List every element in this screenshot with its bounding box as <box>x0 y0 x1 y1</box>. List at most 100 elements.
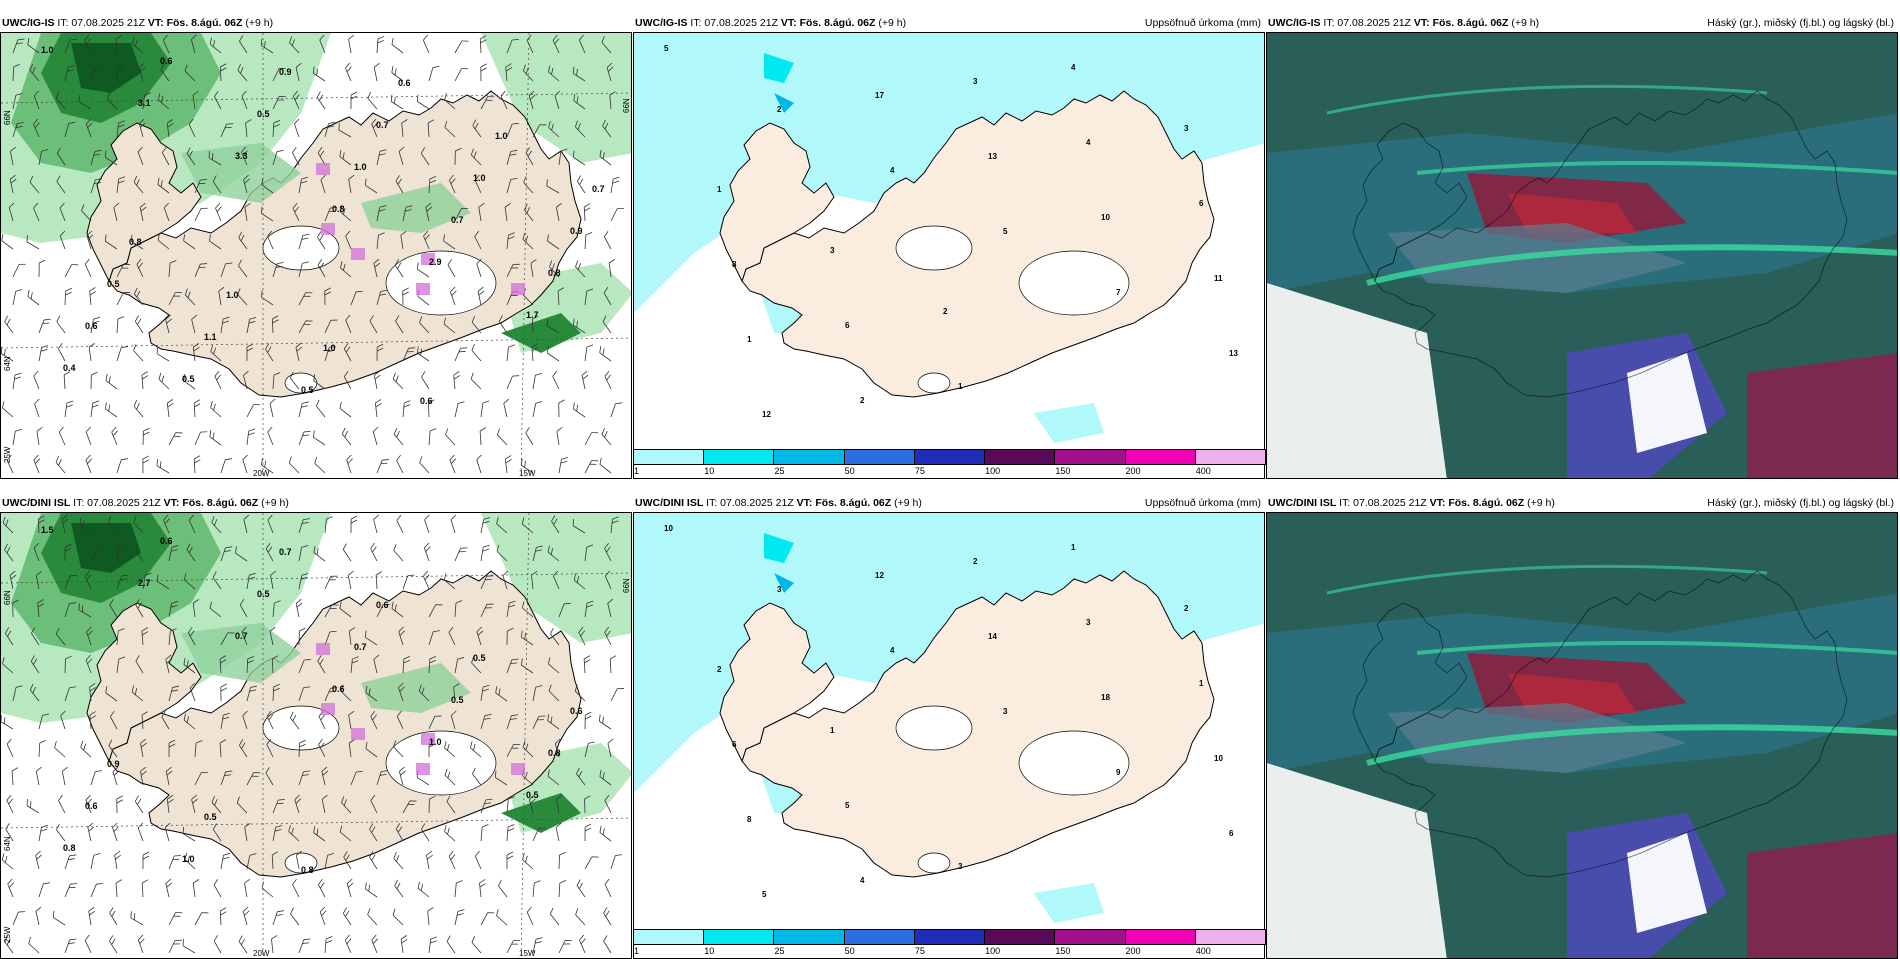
precip-value-label: 2 <box>860 396 865 405</box>
colorbar-tick: 75 <box>915 466 925 476</box>
colorbar-segment <box>1054 929 1125 945</box>
colorbar-segment <box>633 929 704 945</box>
init-time: IT: 07.08.2025 21Z <box>55 17 148 29</box>
map-svg <box>1267 513 1898 959</box>
map-panel-precip-1: UWC/DINI ISL IT: 07.08.2025 21Z VT: Fös.… <box>633 494 1265 959</box>
model-name: UWC/IG-IS <box>2 17 55 29</box>
precip-value-label: 3 <box>973 77 978 86</box>
wind-value-label: 0.6 <box>85 321 98 331</box>
axis-label: 66N <box>3 110 12 125</box>
wind-value-label: 0.5 <box>182 374 195 384</box>
precip-value-label: 8 <box>747 815 752 824</box>
wind-value-label: 0.7 <box>451 215 464 225</box>
colorbar-segment <box>703 449 774 465</box>
precip-value-label: 5 <box>664 44 669 53</box>
wind-value-label: 1.0 <box>41 45 54 55</box>
precip-value-label: 1 <box>958 382 963 391</box>
precip-value-label: 10 <box>1101 213 1110 222</box>
lead-time: (+9 h) <box>258 497 289 509</box>
field-title: Uppsöfnuð úrkoma (mm) <box>1145 14 1261 32</box>
precip-value-label: 3 <box>830 246 835 255</box>
wind-value-label: 0.5 <box>204 812 217 822</box>
lead-time: (+9 h) <box>1524 497 1555 509</box>
wind-value-label: 1.0 <box>323 343 336 353</box>
colorbar-segment <box>1125 929 1196 945</box>
wind-value-label: 0.5 <box>301 385 314 395</box>
axis-label: 66N <box>622 578 631 593</box>
colorbar-tick: 100 <box>985 466 1000 476</box>
precip-value-label: 5 <box>762 890 767 899</box>
precip-value-label: 3 <box>1086 618 1091 627</box>
axis-label: 15W <box>519 469 536 478</box>
axis-label: 64N <box>3 836 12 851</box>
init-time: IT: 07.08.2025 21Z <box>1336 497 1429 509</box>
precip-value-label: 4 <box>1086 138 1091 147</box>
wind-value-label: 1.5 <box>41 525 54 535</box>
colorbar-tick: 75 <box>915 946 925 956</box>
colorbar-segment <box>773 929 844 945</box>
map-frame <box>1266 512 1898 959</box>
wind-value-label: 0.6 <box>160 536 173 546</box>
wind-value-label: 0.6 <box>160 56 173 66</box>
precip-value-label: 2 <box>943 307 948 316</box>
valid-time: VT: Fös. 8.ágú. 06Z <box>797 497 892 509</box>
axis-label: 25W <box>3 926 12 943</box>
model-name: UWC/DINI ISL <box>2 497 70 509</box>
colorbar-segment <box>914 929 985 945</box>
valid-time: VT: Fös. 8.ágú. 06Z <box>1430 497 1525 509</box>
wind-value-label: 0.8 <box>548 748 561 758</box>
colorbar-tick: 100 <box>985 946 1000 956</box>
precip-value-label: 12 <box>875 571 884 580</box>
lead-time: (+9 h) <box>242 17 273 29</box>
panel-header: UWC/IG-IS IT: 07.08.2025 21Z VT: Fös. 8.… <box>1266 14 1898 32</box>
axis-label: 64N <box>3 356 12 371</box>
wind-value-label: 0.5 <box>473 653 486 663</box>
axis-label: 25W <box>3 446 12 463</box>
colorbar-tick: 200 <box>1126 466 1141 476</box>
valid-time: VT: Fös. 8.ágú. 06Z <box>781 17 876 29</box>
colorbar-tick: 10 <box>704 466 714 476</box>
wind-value-label: 0.7 <box>354 642 367 652</box>
wind-value-label: 0.8 <box>301 865 314 875</box>
wind-value-label: 0.6 <box>376 600 389 610</box>
wind-value-label: 0.8 <box>548 268 561 278</box>
precip-value-label: 1 <box>717 185 722 194</box>
field-title: Uppsöfnuð úrkoma (mm) <box>1145 494 1261 512</box>
precip-value-label: 4 <box>860 876 865 885</box>
precip-value-label: 2 <box>717 665 722 674</box>
wind-value-label: 1.0 <box>495 131 508 141</box>
panel-header: UWC/IG-IS IT: 07.08.2025 21Z VT: Fös. 8.… <box>633 14 1265 32</box>
precip-value-label: 4 <box>890 166 895 175</box>
panel-header: UWC/IG-IS IT: 07.08.2025 21Z VT: Fös. 8.… <box>0 14 632 32</box>
colorbar-segment <box>1195 449 1266 465</box>
model-name: UWC/IG-IS <box>635 17 688 29</box>
colorbar-tick: 400 <box>1196 466 1211 476</box>
precip-value-label: 12 <box>762 410 771 419</box>
lead-time: (+9 h) <box>1508 17 1539 29</box>
wind-value-label: 0.4 <box>63 363 76 373</box>
wind-value-label: 0.9 <box>570 226 583 236</box>
precip-value-label: 4 <box>1071 63 1076 72</box>
wind-value-label: 0.6 <box>85 801 98 811</box>
precip-value-label: 1 <box>1071 543 1076 552</box>
precip-value-label: 2 <box>973 557 978 566</box>
wind-value-label: 1.7 <box>526 310 539 320</box>
colorbar-tick: 50 <box>845 946 855 956</box>
panel-title: UWC/IG-IS IT: 07.08.2025 21Z VT: Fös. 8.… <box>635 14 906 32</box>
axis-label: 66N <box>3 590 12 605</box>
colorbar-segment <box>633 449 704 465</box>
precip-value-label: 5 <box>1003 227 1008 236</box>
colorbar-tick: 150 <box>1055 466 1070 476</box>
precip-value-label: 18 <box>1101 693 1110 702</box>
precip-value-label: 5 <box>845 801 850 810</box>
wind-value-label: 2.7 <box>138 578 151 588</box>
colorbar-segment <box>984 929 1055 945</box>
field-title: Háský (gr.), miðský (fj.bl.) og lágský (… <box>1707 14 1894 32</box>
precip-value-label: 6 <box>732 740 737 749</box>
map-panel-cloud-1: UWC/DINI ISL IT: 07.08.2025 21Z VT: Fös.… <box>1266 494 1898 959</box>
